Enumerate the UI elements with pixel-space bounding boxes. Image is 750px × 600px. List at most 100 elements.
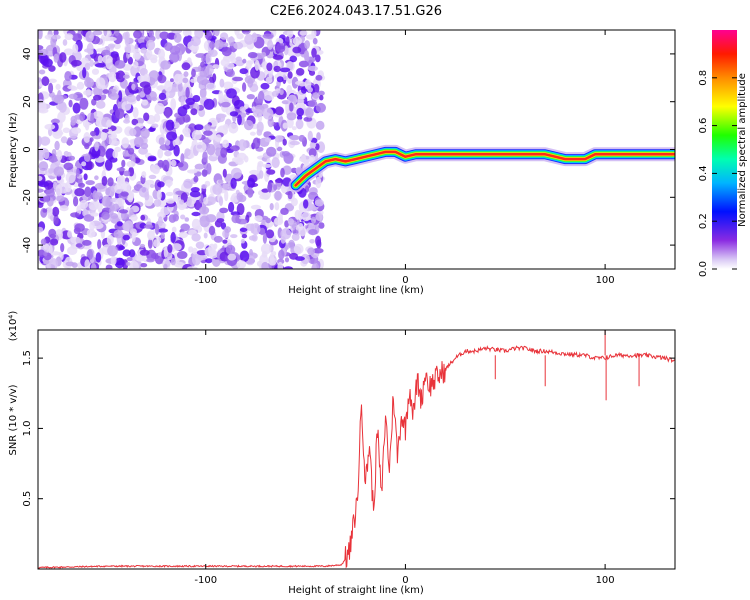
noise-speck — [182, 114, 191, 123]
noise-speck — [184, 148, 191, 157]
snr-ylabel: SNR (10 * v/v) — [8, 384, 19, 455]
noise-speck — [82, 67, 87, 79]
noise-speck — [204, 247, 215, 257]
noise-speck — [38, 136, 42, 148]
noise-speck — [283, 152, 294, 164]
noise-speck — [94, 141, 99, 152]
noise-speck — [292, 46, 302, 54]
noise-speck — [139, 243, 146, 248]
noise-speck — [156, 189, 162, 201]
noise-speck — [126, 160, 136, 168]
noise-speck — [208, 225, 216, 236]
noise-speck — [93, 94, 102, 101]
noise-speck — [230, 177, 237, 189]
noise-speck — [298, 60, 309, 68]
noise-speck — [190, 108, 198, 116]
noise-speck — [73, 196, 79, 207]
noise-speck — [170, 78, 174, 83]
noise-speck — [159, 31, 170, 40]
noise-speck — [267, 39, 274, 50]
noise-speck — [259, 194, 270, 200]
noise-speck — [262, 163, 272, 168]
noise-speck — [122, 234, 130, 241]
noise-speck — [279, 89, 284, 96]
noise-speck — [48, 168, 54, 174]
noise-speck — [244, 34, 254, 45]
noise-speck — [296, 107, 305, 117]
noise-speck — [179, 134, 184, 142]
noise-speck — [164, 150, 172, 157]
noise-speck — [298, 134, 306, 142]
noise-speck — [222, 183, 230, 191]
noise-speck — [289, 140, 300, 146]
noise-speck — [38, 101, 47, 113]
noise-speck — [304, 40, 310, 49]
noise-speck — [74, 223, 85, 232]
noise-speck — [220, 147, 228, 158]
noise-speck — [246, 94, 255, 100]
noise-speck — [282, 75, 289, 80]
noise-speck — [203, 68, 210, 77]
noise-speck — [265, 76, 273, 84]
noise-speck — [131, 231, 136, 243]
noise-speck — [205, 53, 212, 65]
noise-speck — [283, 266, 294, 269]
noise-speck — [268, 260, 276, 266]
noise-speck — [88, 201, 99, 211]
noise-speck — [114, 183, 123, 194]
noise-speck — [307, 130, 313, 142]
noise-speck — [164, 108, 171, 119]
noise-speck — [257, 161, 264, 168]
noise-speck — [209, 41, 216, 49]
noise-speck — [261, 51, 267, 58]
noise-speck — [143, 224, 154, 229]
noise-speck — [289, 102, 294, 112]
y-tick-label: 0 — [22, 146, 33, 152]
snr-xlabel: Height of straight line (km) — [288, 585, 424, 596]
noise-speck — [284, 220, 289, 228]
noise-speck — [136, 94, 141, 102]
noise-speck — [129, 139, 136, 144]
noise-speck — [155, 223, 160, 235]
noise-speck — [79, 199, 89, 209]
noise-speck — [126, 261, 131, 266]
noise-speck — [101, 55, 113, 64]
noise-speck — [241, 30, 250, 33]
noise-speck — [277, 261, 284, 269]
spectrogram-xlabel: Height of straight line (km) — [288, 285, 424, 296]
noise-speck — [63, 162, 74, 171]
noise-speck — [157, 85, 164, 91]
noise-speck — [148, 174, 157, 180]
spectrogram-ticks: -100 0 100 -40 -20 0 20 40 — [22, 30, 675, 286]
noise-speck — [89, 59, 94, 67]
noise-speck — [53, 214, 59, 225]
noise-speck — [286, 30, 294, 38]
noise-speck — [262, 33, 274, 39]
noise-speck — [301, 154, 306, 163]
noise-speck — [121, 101, 132, 111]
noise-speck — [303, 199, 309, 209]
noise-speck — [126, 94, 137, 103]
noise-speck — [151, 96, 157, 102]
noise-speck — [60, 243, 65, 253]
noise-speck — [38, 175, 43, 181]
noise-speck — [319, 94, 324, 101]
noise-speck — [307, 247, 315, 256]
noise-speck — [311, 216, 317, 224]
noise-speck — [229, 111, 239, 117]
noise-speck — [146, 54, 158, 61]
noise-speck — [143, 84, 152, 95]
noise-speck — [249, 169, 259, 175]
noise-speck — [291, 126, 297, 131]
noise-speck — [127, 56, 133, 65]
noise-speck — [177, 106, 188, 117]
noise-speck — [243, 119, 254, 131]
noise-speck — [65, 171, 76, 184]
noise-speck — [315, 102, 326, 113]
noise-speck — [40, 136, 51, 146]
noise-speck — [256, 129, 263, 136]
noise-speck — [139, 68, 148, 76]
noise-speck — [276, 146, 283, 152]
noise-speck — [309, 239, 315, 244]
noise-speck — [60, 136, 68, 144]
